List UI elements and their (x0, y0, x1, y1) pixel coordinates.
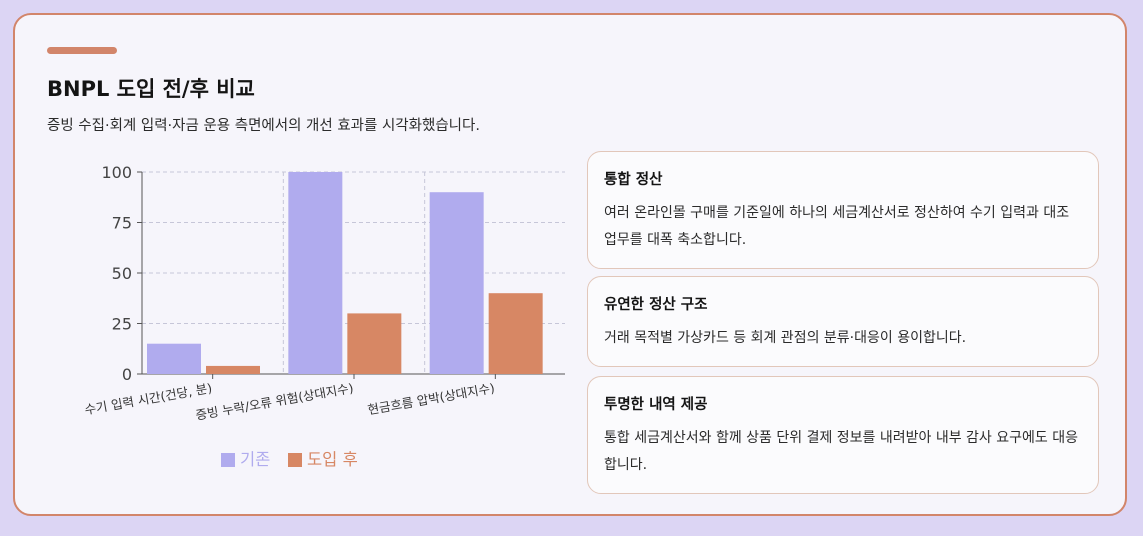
legend-swatch (221, 453, 235, 467)
panel-body: 통합 세금계산서와 함께 상품 단위 결제 정보를 내려받아 내부 감사 요구에… (604, 430, 1078, 473)
bar-before (429, 192, 484, 374)
x-tick-label: 수기 입력 시간(건당, 분) (83, 380, 213, 417)
panel-body: 거래 목적별 가상카드 등 회계 관점의 분류·대응이 용이합니다. (604, 330, 967, 346)
y-tick-label: 0 (122, 365, 132, 384)
x-tick-label: 증빙 누락/오류 위험(상대지수) (194, 380, 354, 423)
bar-before (147, 343, 201, 374)
bar-chart: 0 25 50 75 100 수기 입력 시간(건당, 분)증빙 누락/오류 위험(상대지… (83, 163, 565, 469)
bar-after (488, 293, 543, 374)
y-tick-label: 75 (112, 214, 132, 233)
panel-integrated-settlement: 통합 정산 여러 온라인몰 구매를 기준일에 하나의 세금계산서로 정산하여 수… (587, 151, 1099, 269)
y-tick-label: 50 (112, 264, 132, 283)
panel-title: 투명한 내역 제공 (604, 397, 708, 413)
bar-after (347, 313, 402, 374)
y-tick-label: 25 (112, 315, 132, 334)
panel-title: 유연한 정산 구조 (604, 297, 708, 313)
accent-bar (47, 47, 117, 54)
x-tick-label: 현금흐름 압박(상대지수) (366, 380, 495, 417)
legend-label: 도입 후 (307, 450, 358, 469)
page-title: BNPL 도입 전/후 비교 (47, 77, 255, 101)
legend-swatch (288, 453, 302, 467)
panel-title: 통합 정산 (604, 172, 663, 188)
comparison-card: BNPL 도입 전/후 비교 증빙 수집·회계 입력·자금 운용 측면에서의 개… (13, 13, 1127, 516)
panel-transparent-details: 투명한 내역 제공 통합 세금계산서와 함께 상품 단위 결제 정보를 내려받아… (587, 376, 1099, 494)
y-tick-label: 100 (101, 163, 132, 182)
bar-before (288, 172, 343, 374)
legend-label: 기존 (240, 450, 270, 469)
page-subtitle: 증빙 수집·회계 입력·자금 운용 측면에서의 개선 효과를 시각화했습니다. (47, 118, 480, 134)
panel-body: 여러 온라인몰 구매를 기준일에 하나의 세금계산서로 정산하여 수기 입력과 … (604, 205, 1070, 248)
panel-flexible-structure: 유연한 정산 구조 거래 목적별 가상카드 등 회계 관점의 분류·대응이 용이… (587, 276, 1099, 367)
bar-after (206, 365, 260, 374)
